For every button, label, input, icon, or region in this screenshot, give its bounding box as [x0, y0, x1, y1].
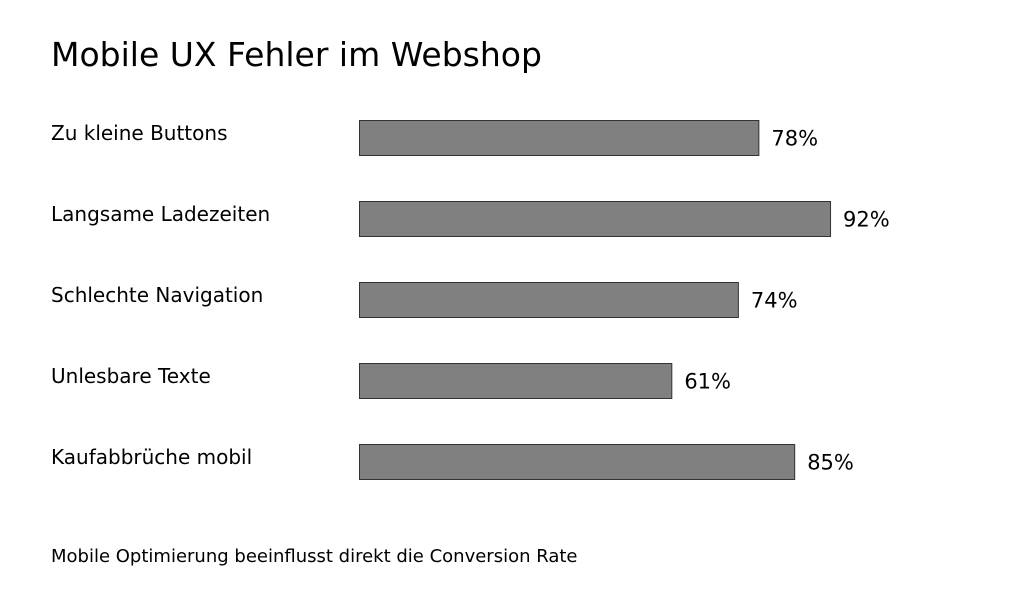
- bar-value-label: 78%: [771, 127, 818, 151]
- chart-footnote: Mobile Optimierung beeinflusst direkt di…: [51, 546, 578, 567]
- bar: [359, 444, 796, 480]
- bar-value-label: 92%: [843, 208, 890, 232]
- bar-value-label: 61%: [684, 370, 731, 394]
- category-label: Zu kleine Buttons: [51, 121, 227, 145]
- category-label: Kaufabbrüche mobil: [51, 445, 252, 469]
- category-label: Schlechte Navigation: [51, 283, 263, 307]
- category-label: Langsame Ladezeiten: [51, 202, 270, 226]
- category-label: Unlesbare Texte: [51, 364, 211, 388]
- chart-title: Mobile UX Fehler im Webshop: [51, 35, 542, 74]
- bar: [359, 120, 760, 156]
- bar-value-label: 74%: [751, 289, 798, 313]
- bar: [359, 363, 673, 399]
- bar: [359, 282, 739, 318]
- bar: [359, 201, 832, 237]
- bar-value-label: 85%: [807, 451, 854, 475]
